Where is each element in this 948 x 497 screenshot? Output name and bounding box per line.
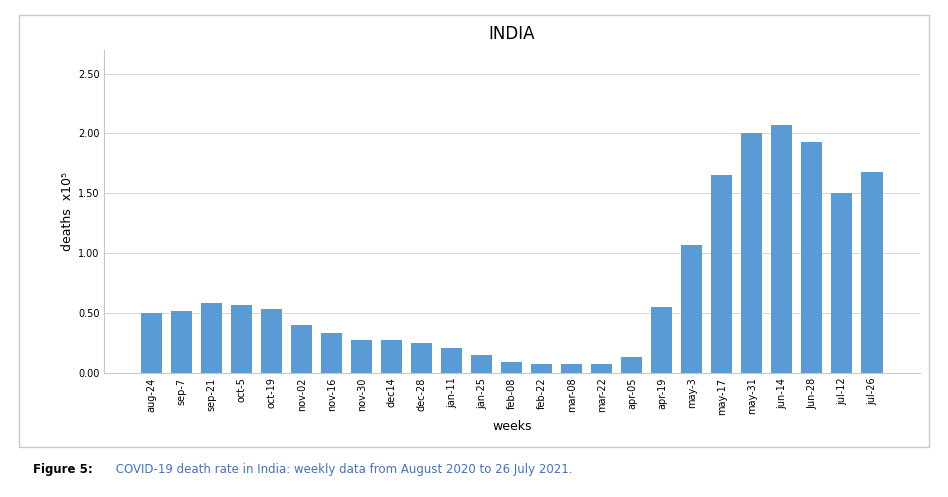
Bar: [291, 325, 313, 373]
Bar: [622, 357, 643, 373]
Bar: [501, 362, 522, 373]
Y-axis label: deaths  x10⁵: deaths x10⁵: [61, 172, 74, 250]
Bar: [682, 245, 702, 373]
Bar: [801, 142, 823, 373]
Bar: [651, 307, 672, 373]
Bar: [411, 343, 432, 373]
Bar: [381, 340, 402, 373]
Bar: [141, 313, 162, 373]
Text: COVID-19 death rate in India: weekly data from August 2020 to 26 July 2021.: COVID-19 death rate in India: weekly dat…: [112, 463, 573, 476]
Bar: [231, 305, 252, 373]
Text: Figure 5:: Figure 5:: [33, 463, 93, 476]
Bar: [321, 333, 342, 373]
Bar: [172, 311, 192, 373]
Bar: [772, 125, 793, 373]
X-axis label: weeks: weeks: [492, 420, 532, 433]
Bar: [471, 355, 492, 373]
Bar: [262, 309, 283, 373]
Bar: [831, 193, 852, 373]
Title: INDIA: INDIA: [488, 24, 536, 43]
Bar: [592, 364, 612, 373]
Bar: [741, 134, 762, 373]
Bar: [201, 303, 223, 373]
Bar: [561, 364, 582, 373]
Bar: [352, 340, 373, 373]
Bar: [532, 364, 553, 373]
Bar: [862, 172, 883, 373]
Bar: [711, 175, 733, 373]
Bar: [442, 347, 463, 373]
